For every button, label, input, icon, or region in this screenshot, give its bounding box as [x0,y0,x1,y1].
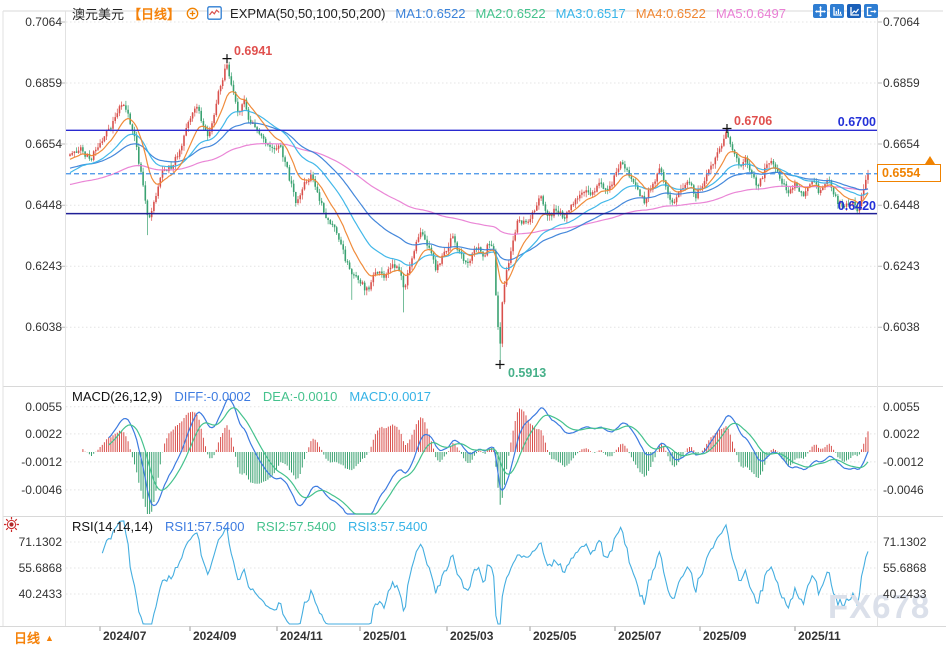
macd-header: MACD(26,12,9) DIFF:-0.0002 DEA:-0.0010 M… [72,389,431,404]
timeframe-label: 【日线】 [128,6,181,22]
x-axis-date-label: 2025/07 [618,629,662,643]
rsi2-value: RSI2:57.5400 [256,519,336,534]
price-up-arrow-icon [925,155,935,164]
candlestick-chart-icon[interactable] [207,6,222,20]
x-axis-date-label: 2025/03 [450,629,494,643]
x-axis-date-label: 2025/11 [798,629,841,643]
rsi-y-axis-label-right: 55.6868 [883,560,927,575]
x-axis-date-label: 2024/11 [280,629,323,643]
timeframe-tab[interactable]: 日线 ▲ [14,628,54,646]
macd-y-axis-label-left: 0.0022 [25,426,62,441]
chart-header: 澳元美元 【日线】 EXPMA(50,50,100,50,200) MA1:0.… [72,3,786,23]
main-y-axis-label-right: 0.6654 [883,136,920,151]
ma4-value: MA4:0.6522 [635,5,706,21]
main-y-axis-label-left: 0.6243 [25,259,62,274]
rsi-header: RSI(14,14,14) RSI1:57.5400 RSI2:57.5400 … [72,519,427,534]
macd-y-axis-label-left: -0.0012 [21,454,62,469]
main-y-axis-label-right: 0.6859 [883,75,920,90]
macd-y-axis-label-right: -0.0046 [883,482,924,497]
main-y-axis-label-left: 0.7064 [25,15,62,29]
rsi3-value: RSI3:57.5400 [347,519,428,534]
symbol-title: 澳元美元 [72,6,125,22]
main-y-axis-label-right: 0.6448 [883,198,920,213]
main-y-axis-label-right: 0.7064 [883,15,920,29]
macd-title: MACD(26,12,9) [72,389,163,404]
chart-toolbar [813,4,878,18]
macd-macd-value: MACD:0.0017 [349,389,431,404]
rsi1-value: RSI1:57.5400 [164,519,245,534]
resistance-level-label[interactable]: 0.6700 [837,115,876,130]
macd-y-axis-label-right: 0.0055 [883,399,920,414]
rsi-y-axis-label-left: 71.1302 [18,535,62,549]
macd-dea-value: DEA:-0.0010 [262,389,338,404]
ma2-value: MA2:0.6522 [475,5,546,21]
swing-high-annotation: 0.6706 [734,113,773,128]
support-level-label[interactable]: 0.6420 [837,198,876,213]
macd-y-axis-label-right: -0.0012 [883,454,924,469]
macd-y-axis-label-left: -0.0046 [21,482,62,497]
expma-label: EXPMA(50,50,100,50,200) [230,5,386,21]
brand-watermark: FX678 [828,588,931,625]
main-y-axis-label-right: 0.6243 [883,259,920,274]
rsi-title: RSI(14,14,14) [72,519,153,534]
price-cross-marker [722,124,732,134]
price-cross-marker [495,359,505,369]
main-y-axis-label-right: 0.6038 [883,320,920,335]
low-annotation: 0.5913 [508,366,547,381]
main-y-axis-label-left: 0.6654 [25,136,62,151]
timeframe-tab-label: 日线 [14,631,41,646]
rsi-y-axis-label-left: 40.2433 [18,586,62,601]
chevron-up-icon: ▲ [45,632,54,643]
x-axis-date-label: 2024/09 [193,629,237,643]
price-cross-marker [222,54,232,64]
high-annotation: 0.6941 [234,43,273,58]
x-axis-date-label: 2025/01 [363,629,407,643]
x-axis-date-label: 2024/07 [103,629,147,643]
ma5-value: MA5:0.6497 [715,5,786,21]
move-icon[interactable] [813,4,827,18]
main-y-axis-label-left: 0.6448 [25,198,62,213]
macd-y-axis-label-right: 0.0022 [883,426,920,441]
rsi-y-axis-label-right: 40.2433 [883,586,927,601]
rsi-y-axis-label-left: 55.6868 [18,560,62,575]
macd-diff-value: DIFF:-0.0002 [174,389,251,404]
x-axis-date-label: 2025/09 [703,629,747,643]
add-indicator-icon[interactable] [186,7,199,20]
exit-icon[interactable] [864,4,878,18]
bar-axis-icon[interactable] [830,4,844,18]
ma1-value: MA1:0.6522 [395,5,466,21]
main-y-axis-label-left: 0.6038 [25,320,62,335]
last-price-tag: 0.6554 [877,163,941,182]
line-axis-icon[interactable] [847,4,861,18]
macd-y-axis-label-left: 0.0055 [25,399,62,414]
x-axis-date-label: 2025/05 [533,629,577,643]
rsi-y-axis-label-right: 71.1302 [883,535,927,549]
indicator-settings-icon[interactable] [3,516,20,538]
main-y-axis-label-left: 0.6859 [25,75,62,90]
ma3-value: MA3:0.6517 [555,5,626,21]
